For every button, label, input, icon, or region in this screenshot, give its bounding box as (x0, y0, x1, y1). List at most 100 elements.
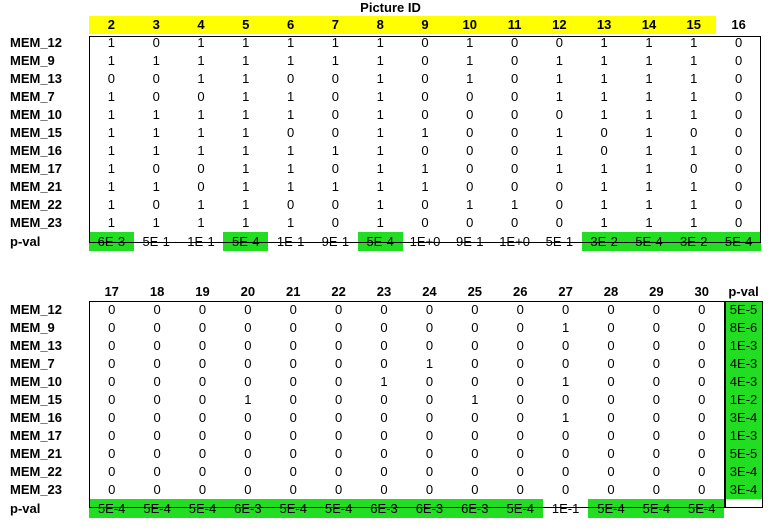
picture-id-header: 22 (331, 284, 346, 299)
cell-value: 0 (244, 338, 252, 353)
cell-value: 0 (510, 107, 519, 122)
cell-value: 0 (108, 482, 116, 497)
cell-value: 1 (197, 215, 205, 230)
cell-value: 1 (107, 89, 116, 104)
cell-value: 1 (376, 197, 384, 212)
cell-value: 0 (607, 374, 615, 389)
cell-value: 0 (652, 464, 660, 479)
picture-id-header: 27 (558, 284, 573, 299)
cell-value: 0 (471, 410, 479, 425)
cell-value: 0 (289, 374, 297, 389)
table-row: MEM_21 1 1 0 1 1 1 1 1 0 0 0 1 1 1 0 (0, 178, 761, 196)
cell-value: 0 (244, 446, 252, 461)
cell-value: 1 (197, 197, 205, 212)
cell-value: 0 (555, 215, 563, 230)
cell-value: 0 (600, 125, 608, 140)
cell-value: 1 (242, 179, 250, 194)
cell-value: 0 (466, 107, 474, 122)
cell-value: 0 (152, 35, 160, 50)
cell-value: 0 (555, 179, 563, 194)
cell-value: 0 (331, 197, 339, 212)
cell-value: 0 (734, 179, 743, 194)
cell-value: 0 (555, 107, 563, 122)
row-label: MEM_13 (10, 71, 63, 86)
cell-value: 0 (516, 374, 524, 389)
cell-value: 0 (289, 356, 297, 371)
cell-value: 1 (690, 71, 698, 86)
cell-value: 0 (652, 482, 660, 497)
row-label: MEM_7 (10, 356, 55, 371)
cell-value: 0 (421, 89, 429, 104)
cell-value: 0 (734, 35, 743, 50)
cell-value: 0 (108, 446, 116, 461)
cell-value: 1 (242, 53, 250, 68)
cell-value: 1 (645, 53, 653, 68)
cell-value: 0 (652, 302, 660, 317)
cell-value: 1 (561, 410, 570, 425)
cell-value: 1 (286, 161, 295, 176)
table-1: 2 3 4 5 6 7 8 9 10 11 12 13 14 15 16 MEM_12 1 0 1 1 1 1 1 0 1 0 0 1… (0, 16, 781, 251)
cell-value: 0 (197, 179, 205, 194)
cell-value: 0 (734, 197, 743, 212)
cell-value: 0 (510, 53, 519, 68)
table-row: MEM_12 0 0 0 0 0 0 0 0 0 0 0 0 0 0 5E-5 (0, 301, 763, 319)
cell-value: 1 (152, 125, 160, 140)
cell-value: 1 (645, 107, 653, 122)
pval-cell: 5E-4 (223, 232, 269, 251)
cell-value: 0 (652, 410, 660, 425)
pval-row: p-val 5E-4 5E-4 5E-4 6E-3 5E-4 5E-4 6E-3 6E-3 6E-… (0, 499, 763, 518)
cell-value: 0 (335, 356, 343, 371)
table-row: MEM_15 0 0 0 1 0 0 0 0 1 0 0 0 0 0 1E-2 (0, 391, 763, 409)
cell-value: 0 (197, 89, 205, 104)
row-pval-cell: 1E-2 (724, 391, 763, 409)
row-pval-cell: 5E-5 (724, 301, 763, 319)
cell-value: 0 (153, 338, 161, 353)
cell-value: 1 (286, 215, 295, 230)
pval-cell: 6E-3 (361, 499, 407, 518)
cell-value: 0 (153, 428, 161, 443)
cell-value: 1 (510, 197, 519, 212)
pval-label: p-val (10, 501, 41, 516)
cell-value: 0 (289, 338, 297, 353)
cell-value: 0 (331, 71, 339, 86)
cell-value: 0 (471, 446, 479, 461)
table-row: MEM_10 1 1 1 1 1 0 1 0 0 0 0 1 1 1 0 (0, 106, 761, 124)
picture-table-1: 2 3 4 5 6 7 8 9 10 11 12 13 14 15 16 MEM_12 1 0 1 1 1 1 1 0 1 0 0 1… (0, 16, 761, 251)
cell-value: 0 (108, 374, 116, 389)
cell-value: 0 (425, 410, 434, 425)
cell-value: 1 (425, 356, 434, 371)
cell-value: 1 (466, 53, 474, 68)
cell-value: 0 (425, 338, 434, 353)
pval-cell: 9E-1 (456, 234, 484, 249)
row-pval-cell: 3E-4 (724, 409, 763, 427)
cell-value: 0 (516, 356, 524, 371)
table-row: MEM_16 1 1 1 1 1 1 1 0 0 0 1 0 1 1 0 (0, 142, 761, 160)
row-label: MEM_12 (10, 302, 63, 317)
pval-cell: 1E+0 (409, 234, 441, 249)
row-label: MEM_17 (10, 428, 63, 443)
cell-value: 0 (561, 428, 570, 443)
cell-value: 1 (561, 374, 570, 389)
cell-value: 0 (690, 125, 698, 140)
cell-value: 1 (555, 89, 563, 104)
cell-value: 0 (421, 107, 429, 122)
cell-value: 0 (561, 464, 570, 479)
cell-value: 1 (690, 215, 698, 230)
cell-value: 0 (421, 35, 429, 50)
cell-value: 1 (242, 161, 250, 176)
cell-value: 0 (153, 392, 161, 407)
row-pval-cell: 1E-3 (724, 337, 763, 355)
pval-cell: 1E-1 (187, 234, 215, 249)
table-row: MEM_13 0 0 1 1 0 0 1 0 1 0 1 1 1 1 0 (0, 70, 761, 88)
cell-value: 1 (242, 89, 250, 104)
row-label: MEM_23 (10, 482, 63, 497)
picture-id-header: 14 (626, 16, 672, 34)
table-row: MEM_22 1 0 1 1 0 0 1 0 1 1 0 1 1 1 0 (0, 196, 761, 214)
cell-value: 0 (380, 482, 388, 497)
picture-id-header: 5 (223, 16, 269, 34)
cell-value: 1 (645, 125, 653, 140)
cell-value: 0 (335, 410, 343, 425)
cell-value: 1 (286, 53, 295, 68)
cell-value: 0 (652, 374, 660, 389)
cell-value: 1 (690, 179, 698, 194)
